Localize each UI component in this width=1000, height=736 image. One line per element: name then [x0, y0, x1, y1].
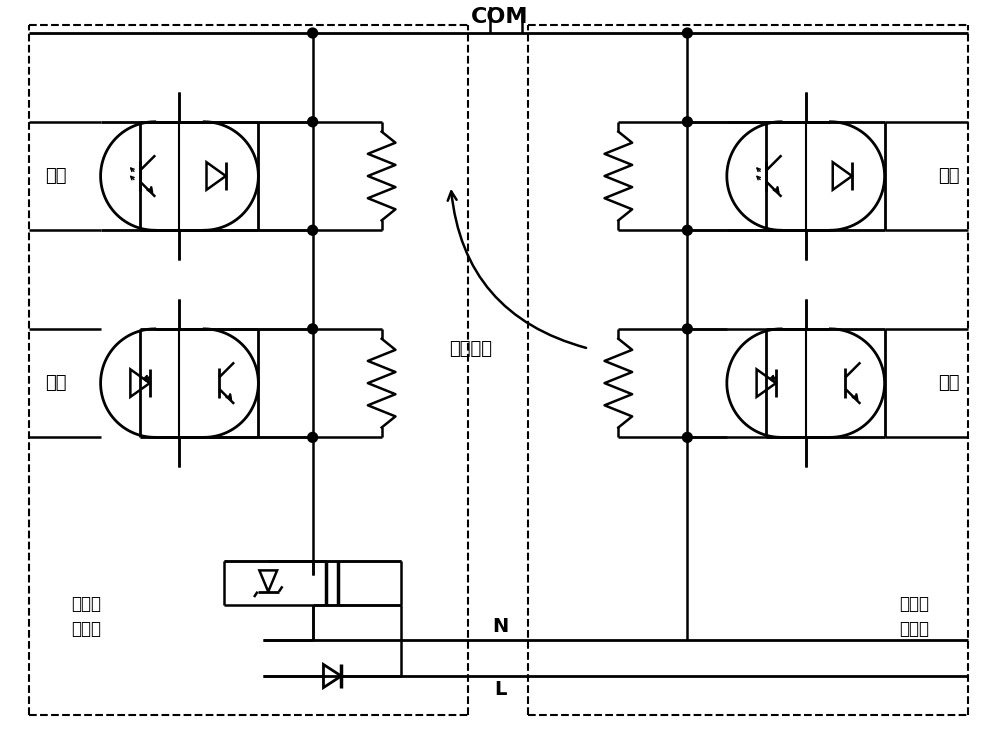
- Text: 发送: 发送: [45, 374, 67, 392]
- Circle shape: [308, 117, 318, 127]
- Circle shape: [682, 28, 692, 38]
- Circle shape: [682, 324, 692, 334]
- Circle shape: [682, 433, 692, 442]
- Text: 室内机
控制器: 室内机 控制器: [899, 595, 929, 638]
- Circle shape: [682, 225, 692, 236]
- Text: 接收: 接收: [938, 374, 959, 392]
- Text: 接收: 接收: [45, 167, 67, 185]
- Circle shape: [308, 324, 318, 334]
- Circle shape: [308, 433, 318, 442]
- Text: 通讯环路: 通讯环路: [449, 339, 492, 358]
- Circle shape: [308, 28, 318, 38]
- Text: N: N: [492, 617, 508, 636]
- Circle shape: [682, 117, 692, 127]
- Text: COM: COM: [471, 7, 529, 27]
- Circle shape: [308, 225, 318, 236]
- Text: 室外机
控制器: 室外机 控制器: [71, 595, 101, 638]
- Text: 发送: 发送: [938, 167, 959, 185]
- Text: L: L: [494, 680, 506, 699]
- FancyArrowPatch shape: [448, 191, 586, 348]
